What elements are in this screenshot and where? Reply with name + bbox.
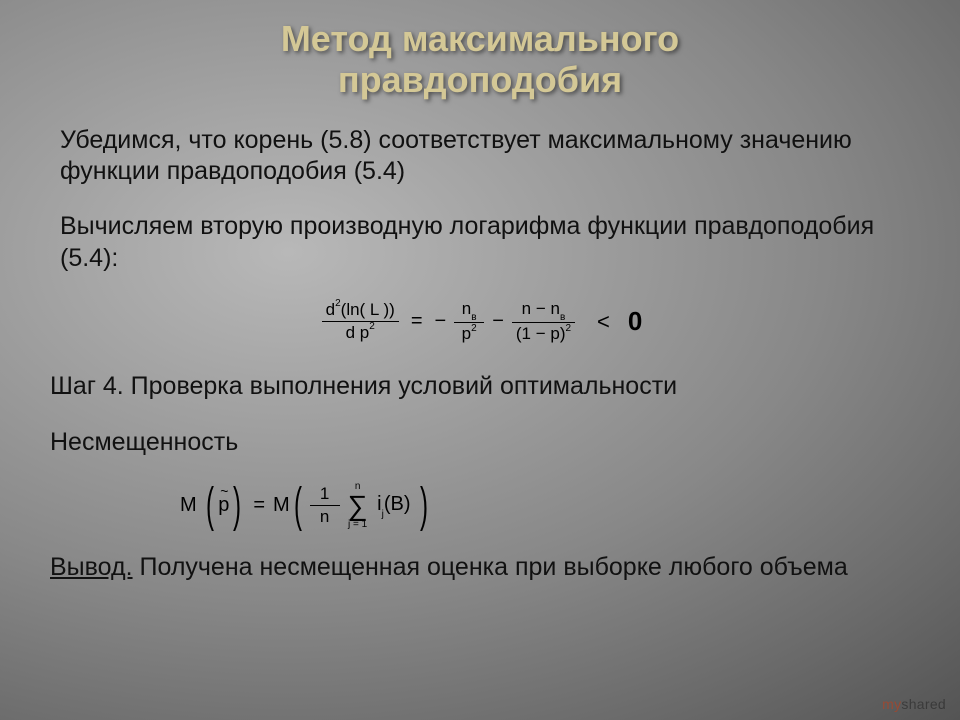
equals-sign-2: = [253,494,265,517]
rparen-2: ) [420,482,428,530]
paragraph-intro: Убедимся, что корень (5.8) соответствует… [50,125,910,188]
title-line-2: правдоподобия [338,59,622,100]
sum-body: ij(B) [372,493,416,518]
formula-second-derivative: d2(ln( L )) d p2 = − nв p2 − n − nв (1 −… [50,298,910,345]
p-tilde: ~p [218,494,229,517]
paragraph-conclusion: Вывод. Получена несмещенная оценка при в… [50,552,910,583]
paragraph-second-derivative: Вычисляем вторую производную логарифма ф… [50,211,910,274]
watermark-my: my [882,696,901,712]
lhs-fraction: d2(ln( L )) d p2 [322,299,399,344]
minus-sign-1: − [435,310,447,333]
conclusion-lead: Вывод. [50,553,133,581]
formula-expectation: M ( ~p ) = M ( 1 n n ∑ j = 1 ij(B) ) [180,482,910,530]
title-line-1: Метод максимального [281,18,679,59]
equals-sign: = [411,310,423,333]
lparen-2: ( [294,482,302,530]
less-than-sign: < [597,309,610,335]
slide: Метод максимального правдоподобия Убедим… [0,0,960,720]
term2-fraction: n − nв (1 − p)2 [512,298,575,345]
m-rhs: M [273,494,290,517]
watermark-rest: shared [901,696,946,712]
rparen-1: ) [233,482,241,530]
one-over-n: 1 n [310,483,340,528]
minus-sign-2: − [492,310,504,333]
slide-title: Метод максимального правдоподобия [50,18,910,101]
term1-fraction: nв p2 [454,298,484,345]
conclusion-rest: Получена несмещенная оценка при выборке … [133,553,848,581]
paragraph-step4: Шаг 4. Проверка выполнения условий оптим… [50,371,910,402]
lparen-1: ( [206,482,214,530]
summation: n ∑ j = 1 [348,482,368,530]
watermark: myshared [882,696,946,712]
paragraph-unbiased: Несмещенность [50,427,910,458]
m-lhs: M [180,494,202,517]
zero-rhs: 0 [628,306,642,337]
